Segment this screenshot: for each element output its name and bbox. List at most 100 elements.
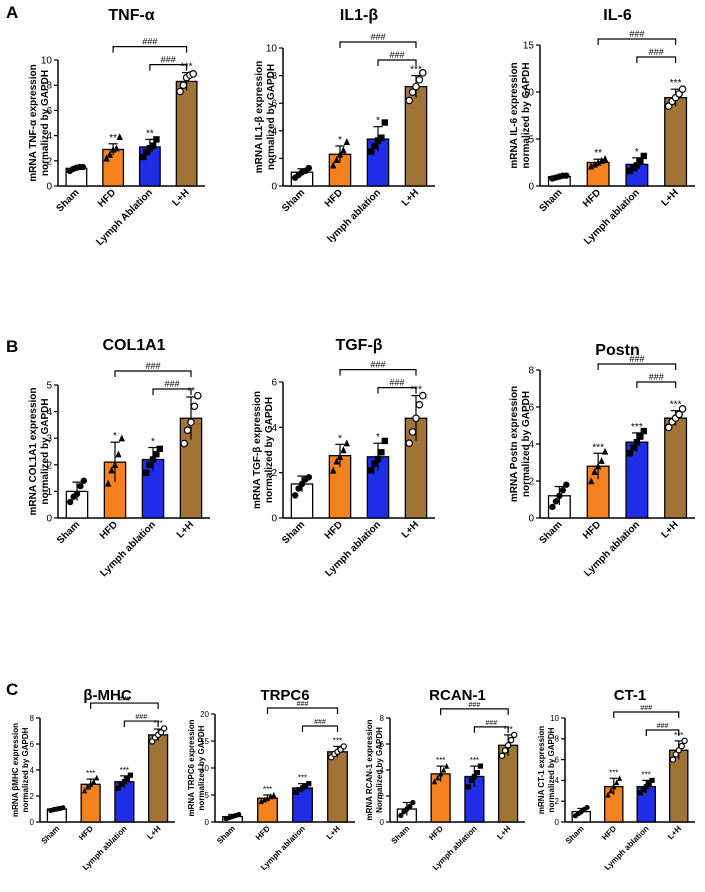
data-point bbox=[471, 773, 477, 780]
significance-bracket bbox=[377, 387, 417, 394]
chart-title: IL-6 bbox=[603, 7, 632, 24]
y-axis-label: mRNA RCAN-1 expressionNormalized by GAPD… bbox=[365, 719, 384, 820]
y-tick-label: 2 bbox=[528, 477, 534, 488]
chart-title: CT-1 bbox=[614, 687, 647, 704]
data-point bbox=[60, 805, 66, 811]
chart-title: Postn bbox=[595, 342, 639, 359]
data-point bbox=[598, 456, 605, 464]
data-point bbox=[343, 138, 351, 146]
data-point bbox=[124, 776, 130, 782]
category-label: L+H bbox=[659, 519, 680, 540]
chart-title: TGF-β bbox=[335, 337, 382, 354]
data-point bbox=[649, 777, 655, 783]
significance-stars: *** bbox=[642, 770, 651, 779]
chart-title: RCAN-1 bbox=[429, 687, 486, 704]
data-point bbox=[405, 96, 413, 105]
data-point bbox=[94, 774, 100, 781]
data-point bbox=[116, 133, 123, 141]
significance-stars: *** bbox=[609, 768, 618, 777]
significance-hash: ### bbox=[649, 372, 664, 382]
data-point bbox=[398, 812, 404, 819]
data-point bbox=[664, 423, 673, 432]
data-point bbox=[333, 156, 340, 163]
data-point bbox=[637, 790, 644, 796]
category-label: Sham bbox=[215, 824, 237, 846]
data-point bbox=[559, 487, 567, 494]
data-point bbox=[187, 418, 195, 427]
bar-l-h bbox=[148, 734, 169, 823]
data-point bbox=[626, 450, 634, 457]
data-point bbox=[605, 791, 611, 798]
y-tick-label: 6 bbox=[30, 740, 35, 749]
data-point bbox=[507, 736, 515, 744]
data-point bbox=[121, 779, 127, 785]
y-tick-label: 8 bbox=[380, 714, 385, 723]
data-point bbox=[381, 119, 389, 126]
data-point bbox=[80, 477, 88, 484]
y-tick-label: 0 bbox=[528, 182, 534, 193]
y-tick-label: 4 bbox=[528, 440, 534, 451]
data-point bbox=[113, 144, 120, 152]
significance-hash: ### bbox=[145, 361, 160, 371]
data-point bbox=[118, 781, 124, 787]
data-point bbox=[408, 88, 417, 96]
category-label: Sham bbox=[280, 187, 307, 214]
category-label: L+H bbox=[666, 824, 683, 841]
y-axis-label-line: Normalized by GAPDH bbox=[375, 727, 384, 813]
data-point bbox=[675, 410, 683, 419]
data-point bbox=[675, 747, 682, 754]
data-point bbox=[549, 503, 556, 511]
significance-hash: ### bbox=[314, 719, 326, 726]
data-point bbox=[419, 69, 427, 77]
significance-bracket bbox=[440, 708, 509, 715]
data-point bbox=[584, 804, 590, 811]
significance-hash: ### bbox=[640, 705, 652, 712]
data-point bbox=[104, 479, 112, 487]
significance-hash: ### bbox=[629, 29, 644, 39]
significance-bracket bbox=[90, 702, 159, 710]
data-point bbox=[614, 779, 620, 786]
panel-letter-b: B bbox=[6, 337, 18, 356]
y-tick-label: 6 bbox=[555, 755, 560, 764]
data-point bbox=[143, 148, 150, 156]
data-point bbox=[594, 158, 602, 166]
y-axis-label-line: mRNA TRPC6 expression bbox=[187, 719, 196, 816]
y-tick-label: 2 bbox=[46, 156, 52, 167]
data-point bbox=[465, 784, 471, 790]
data-point bbox=[295, 485, 302, 492]
y-tick-label: 0 bbox=[271, 514, 277, 525]
data-point bbox=[371, 460, 378, 467]
data-point bbox=[626, 167, 634, 175]
category-label: L+H bbox=[400, 519, 421, 540]
category-label: HFD bbox=[600, 824, 618, 842]
significance-stars: * bbox=[635, 147, 639, 158]
data-point bbox=[298, 480, 306, 488]
y-tick-label: 0 bbox=[46, 514, 52, 525]
data-point bbox=[435, 774, 441, 781]
data-point bbox=[111, 461, 119, 468]
significance-hash: ### bbox=[389, 378, 404, 388]
y-axis-label-line: normalized by GAPDH bbox=[40, 70, 51, 176]
y-tick-label: 2 bbox=[46, 460, 52, 471]
significance-stars: * bbox=[376, 116, 380, 127]
data-point bbox=[378, 134, 385, 141]
data-point bbox=[438, 770, 444, 777]
chart-6: β-MHC mRNA βMHC expressionnormalized by G… bbox=[11, 687, 175, 872]
data-point bbox=[153, 136, 160, 143]
data-point bbox=[444, 763, 450, 769]
y-axis-label: mRNA βMHC expressionnormalized by GAPDH bbox=[11, 723, 30, 817]
y-tick-label: 8 bbox=[555, 735, 560, 744]
y-tick-label: 0 bbox=[46, 182, 52, 193]
category-label: Sham bbox=[564, 824, 586, 846]
data-point bbox=[374, 137, 382, 144]
data-point bbox=[340, 446, 347, 454]
category-label: L+H bbox=[145, 824, 162, 841]
significance-stars: ** bbox=[594, 148, 602, 159]
data-point bbox=[77, 482, 84, 490]
data-point bbox=[407, 803, 413, 810]
category-label: L+H bbox=[400, 187, 421, 208]
significance-hash: ### bbox=[297, 701, 309, 708]
category-label: Sham bbox=[390, 824, 412, 846]
data-point bbox=[88, 781, 94, 787]
